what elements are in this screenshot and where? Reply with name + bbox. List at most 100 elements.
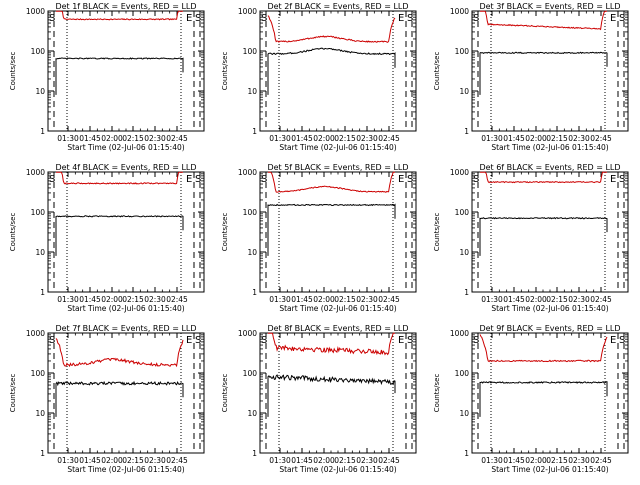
x-tick-label: 02:00 [313, 456, 335, 465]
x-tick-label: 02:15 [546, 456, 568, 465]
events-series-line [267, 203, 396, 256]
x-tick-label: 01:45 [503, 134, 525, 143]
x-tick-label: 01:30 [269, 134, 291, 143]
end-marker-s: S [195, 174, 201, 185]
y-tick-label: 1 [252, 449, 257, 458]
end-marker-e: E [398, 335, 404, 346]
x-tick-label: 02:15 [122, 456, 144, 465]
end-marker-s: S [407, 13, 413, 24]
y-tick-label: 10 [35, 87, 45, 96]
y-tick-label: 1000 [450, 168, 469, 177]
start-marker-s: S [49, 335, 55, 346]
y-tick-label: 100 [455, 369, 470, 378]
y-tick-label: 1000 [26, 7, 45, 16]
events-series-line [479, 381, 608, 417]
x-tick-label: 02:45 [590, 295, 612, 304]
lld-series-line [480, 171, 607, 184]
events-series-line [267, 374, 396, 417]
x-tick-label: 02:00 [101, 456, 123, 465]
x-tick-label: 02:15 [334, 134, 356, 143]
x-tick-label: 02:30 [144, 134, 166, 143]
y-axis-label: Counts/sec [433, 213, 441, 252]
x-tick-label: 02:00 [525, 456, 547, 465]
y-tick-label: 10 [247, 409, 257, 418]
x-tick-label: 02:30 [356, 456, 378, 465]
x-axis-label: Start Time (02-Jul-06 01:15:40) [491, 143, 608, 152]
y-tick-label: 10 [35, 409, 45, 418]
y-tick-label: 1 [252, 288, 257, 297]
x-tick-label: 02:45 [590, 456, 612, 465]
start-marker-s: S [261, 13, 267, 24]
panel-title: Det 2f BLACK = Events, RED = LLD [267, 2, 408, 11]
end-marker-s: S [407, 174, 413, 185]
lld-series-line [56, 171, 183, 185]
y-axis-label: Counts/sec [433, 374, 441, 413]
end-marker-e: E [398, 174, 404, 185]
end-marker-s: S [195, 13, 201, 24]
x-axis-label: Start Time (02-Jul-06 01:15:40) [279, 143, 396, 152]
y-tick-label: 100 [31, 47, 46, 56]
x-tick-label: 02:00 [313, 295, 335, 304]
lld-series-line [268, 171, 395, 193]
y-tick-label: 10 [35, 248, 45, 257]
y-tick-label: 10 [459, 87, 469, 96]
x-tick-label: 02:15 [546, 295, 568, 304]
x-tick-label: 01:45 [79, 456, 101, 465]
start-marker-s: S [473, 335, 479, 346]
x-tick-label: 01:45 [79, 134, 101, 143]
x-tick-label: 02:15 [334, 295, 356, 304]
lld-series-line [56, 10, 183, 21]
panel-title: Det 1f BLACK = Events, RED = LLD [55, 2, 196, 11]
start-marker-s: S [49, 13, 55, 24]
detector-panel-4: Det 4f BLACK = Events, RED = LLD 1 10 100 10… [9, 163, 205, 313]
start-marker-s: S [261, 174, 267, 185]
x-tick-label: 02:45 [166, 456, 188, 465]
y-tick-label: 1000 [26, 168, 45, 177]
x-tick-label: 02:30 [356, 134, 378, 143]
events-series-line [267, 47, 396, 95]
x-tick-label: 02:30 [144, 456, 166, 465]
x-tick-label: 02:00 [101, 134, 123, 143]
end-marker-s: S [407, 335, 413, 346]
x-tick-label: 01:45 [503, 295, 525, 304]
lld-series-line [267, 15, 396, 43]
end-marker-e: E [186, 174, 192, 185]
y-tick-label: 1 [40, 449, 45, 458]
x-tick-label: 02:15 [546, 134, 568, 143]
detector-panel-3: Det 3f BLACK = Events, RED = LLD 1 10 100 10… [433, 2, 629, 152]
detector-panel-5: Det 5f BLACK = Events, RED = LLD 1 10 100 10… [221, 163, 417, 313]
x-tick-label: 02:45 [378, 134, 400, 143]
start-marker-s: S [49, 174, 55, 185]
y-tick-label: 1 [40, 127, 45, 136]
y-tick-label: 1000 [238, 7, 257, 16]
y-tick-label: 1 [252, 127, 257, 136]
y-tick-label: 100 [455, 47, 470, 56]
end-marker-e: E [610, 174, 616, 185]
y-tick-label: 100 [243, 47, 258, 56]
x-axis-label: Start Time (02-Jul-06 01:15:40) [67, 304, 184, 313]
y-tick-label: 1000 [450, 7, 469, 16]
y-tick-label: 1 [40, 288, 45, 297]
end-marker-e: E [610, 13, 616, 24]
x-axis-label: Start Time (02-Jul-06 01:15:40) [279, 465, 396, 474]
x-tick-label: 02:30 [568, 295, 590, 304]
x-tick-label: 01:30 [57, 456, 79, 465]
x-axis-label: Start Time (02-Jul-06 01:15:40) [67, 143, 184, 152]
x-tick-label: 02:00 [101, 295, 123, 304]
panel-title: Det 4f BLACK = Events, RED = LLD [55, 163, 196, 172]
x-tick-label: 02:15 [122, 295, 144, 304]
detector-panel-6: Det 6f BLACK = Events, RED = LLD 1 10 100 10… [433, 163, 629, 313]
lld-series-line [480, 10, 607, 31]
y-tick-label: 10 [459, 409, 469, 418]
lld-series-line [55, 338, 184, 368]
x-tick-label: 01:30 [481, 295, 503, 304]
events-series-line [479, 216, 608, 256]
x-tick-label: 02:45 [378, 456, 400, 465]
detector-panel-9: Det 9f BLACK = Events, RED = LLD 1 10 100 10… [433, 324, 629, 474]
x-tick-label: 01:30 [481, 456, 503, 465]
panel-title: Det 8f BLACK = Events, RED = LLD [267, 324, 408, 333]
y-axis-label: Counts/sec [221, 374, 229, 413]
x-tick-label: 01:30 [57, 295, 79, 304]
